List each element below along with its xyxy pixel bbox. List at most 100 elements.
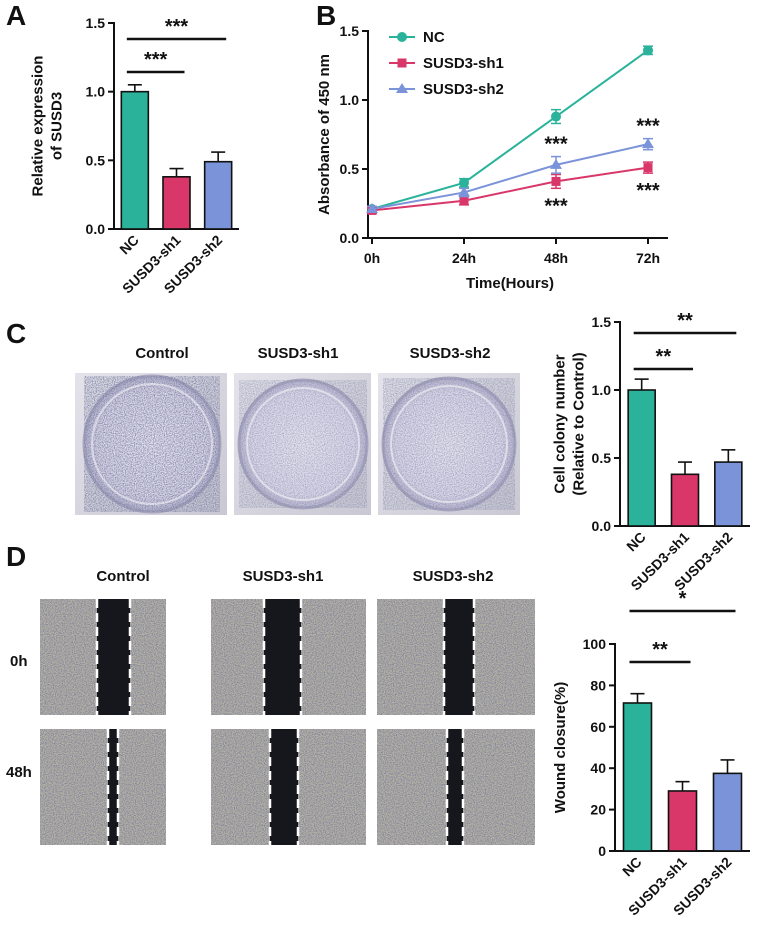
y-tick-label: 0: [598, 843, 606, 859]
significance-label: ***: [544, 134, 568, 156]
legend-label: SUSD3-sh2: [423, 81, 504, 98]
x-tick-label: 48h: [544, 250, 568, 266]
legend-label: NC: [423, 29, 445, 46]
colony-label-sh2: SUSD3-sh2: [410, 345, 491, 362]
y-tick-label: 0.0: [592, 518, 612, 534]
series-line-nc: [371, 49, 649, 210]
bar-susd3-sh1: [667, 790, 698, 852]
y-axis-label: of SUSD3: [49, 92, 66, 160]
wound-row-label-0h: 0h: [10, 653, 28, 670]
significance-label: **: [652, 639, 668, 661]
y-tick-label: 100: [583, 636, 607, 652]
y-tick-label: 1.0: [340, 92, 360, 108]
y-tick-label: 1.0: [86, 84, 106, 100]
x-tick-label: NC: [623, 529, 649, 555]
bar-susd3-sh2: [203, 160, 233, 230]
legend-marker: [396, 83, 408, 93]
bar-susd3-sh2: [712, 772, 743, 852]
x-tick-label: NC: [619, 854, 645, 880]
y-tick-label: 80: [590, 677, 606, 693]
data-point: [643, 45, 653, 56]
colony-label-sh1: SUSD3-sh1: [258, 345, 339, 362]
legend-label: SUSD3-sh1: [423, 55, 504, 72]
significance-label: ***: [544, 195, 568, 217]
y-tick-label: 0.0: [340, 230, 360, 246]
panel-letter-b: B: [316, 0, 336, 31]
wound-image-sh2-0h: [377, 599, 535, 715]
y-tick-label: 0.5: [86, 152, 106, 168]
data-point: [459, 196, 469, 206]
chart-c-colony-number: 0.0 0.5 1.0 1.5 Cell colony number (Relative …: [552, 310, 750, 593]
bar-susd3-sh1: [162, 176, 191, 230]
y-axis-label: Wound closure(%): [552, 682, 569, 813]
significance-label: ***: [636, 116, 660, 138]
wound-gap: [264, 599, 301, 715]
y-tick-label: 0.5: [340, 161, 360, 177]
wound-image-sh1-48h: [211, 729, 366, 845]
data-point: [551, 176, 561, 186]
wound-image-control-48h: [40, 729, 166, 845]
data-point: [459, 177, 469, 188]
data-point: [643, 163, 653, 173]
wound-gap: [270, 729, 298, 845]
data-point: [366, 203, 378, 214]
significance-label: ***: [165, 16, 189, 38]
bar-susd3-sh2: [714, 461, 743, 527]
bar-nc: [627, 389, 656, 527]
wound-gap: [97, 599, 130, 715]
x-axis-label: Time(Hours): [466, 275, 554, 292]
colony-dish-control: [75, 373, 227, 515]
colony-dish-sh2: [378, 373, 520, 515]
colony-images: Control SUSD3-sh1 SUSD3-sh2: [75, 345, 520, 515]
x-tick-label: 0h: [364, 250, 380, 266]
significance-label: **: [656, 346, 672, 368]
legend-marker: [397, 58, 407, 68]
series-line-susd3-sh2: [371, 143, 649, 211]
wound-images: Control SUSD3-sh1 SUSD3-sh2 0h 48h: [6, 568, 535, 845]
wound-image-sh1-0h: [211, 599, 366, 715]
bar-susd3-sh1: [670, 473, 700, 527]
panel-letter-a: A: [6, 0, 26, 31]
wound-image-control-0h: [40, 599, 166, 715]
panel-letter-c: C: [6, 318, 26, 349]
data-point: [551, 111, 561, 122]
legend-marker: [397, 32, 407, 42]
colony-label-control: Control: [135, 345, 188, 362]
significance-label: ***: [144, 49, 168, 71]
y-tick-label: 40: [590, 760, 606, 776]
y-axis-label: (Relative to Control): [571, 352, 588, 495]
y-axis-label: Cell colony number: [552, 354, 569, 493]
y-tick-label: 1.0: [592, 382, 612, 398]
data-point: [642, 138, 654, 149]
y-axis-label: Relative expression: [30, 56, 47, 197]
data-point: [550, 158, 562, 169]
bar-nc: [120, 90, 150, 230]
y-tick-label: 0.5: [592, 450, 612, 466]
panel-letter-d: D: [6, 541, 26, 572]
significance-label: **: [677, 310, 693, 332]
x-tick-label: NC: [116, 232, 142, 258]
significance-label: *: [679, 588, 687, 610]
chart-a-relative-expression: 0.0 0.5 1.0 1.5 Relative expression of SUSD3 N…: [30, 15, 239, 296]
y-tick-label: 1.5: [592, 314, 612, 330]
x-tick-label: 24h: [452, 250, 476, 266]
wound-gap: [447, 729, 463, 845]
y-tick-label: 0.0: [86, 221, 106, 237]
wound-label-control: Control: [96, 568, 149, 585]
y-axis-label: Absorbance of 450 nm: [316, 54, 333, 215]
wound-row-label-48h: 48h: [6, 764, 32, 781]
cell-texture: [40, 729, 166, 845]
significance-label: ***: [636, 180, 660, 202]
data-point: [458, 186, 470, 197]
wound-gap: [444, 599, 474, 715]
wound-label-sh1: SUSD3-sh1: [243, 568, 324, 585]
wound-gap: [108, 729, 118, 845]
bar-nc: [622, 702, 653, 852]
wound-label-sh2: SUSD3-sh2: [413, 568, 494, 585]
y-tick-label: 1.5: [340, 23, 360, 39]
colony-dish-sh1: [234, 373, 371, 515]
wound-image-sh2-48h: [377, 729, 535, 845]
chart-b-absorbance-line: 0.0 0.5 1.0 1.5 0h 24h 48h 72h Time(Hours) Absorb…: [316, 23, 668, 292]
